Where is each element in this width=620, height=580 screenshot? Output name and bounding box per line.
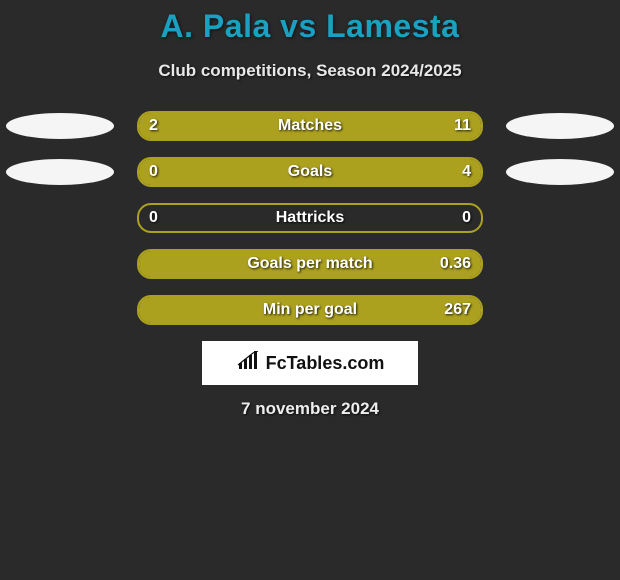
page-title: A. Pala vs Lamesta [0, 8, 620, 45]
value-right: 0.36 [440, 251, 471, 277]
stat-label: Hattricks [139, 205, 481, 231]
stat-bar: 0Hattricks0 [137, 203, 483, 233]
stat-row: 0Hattricks0 [0, 203, 620, 233]
value-right: 267 [444, 297, 471, 323]
stats-area: 2Matches110Goals40Hattricks0Goals per ma… [0, 111, 620, 325]
stat-row: 2Matches11 [0, 111, 620, 141]
player-marker-left [6, 113, 114, 139]
logo-text: FcTables.com [266, 353, 385, 374]
value-right: 4 [462, 159, 471, 185]
stat-bar: 2Matches11 [137, 111, 483, 141]
stat-bar: Goals per match0.36 [137, 249, 483, 279]
logo-box[interactable]: FcTables.com [202, 341, 418, 385]
value-right: 0 [462, 205, 471, 231]
stat-label: Min per goal [139, 297, 481, 323]
value-right: 11 [454, 113, 471, 139]
stat-bar: Min per goal267 [137, 295, 483, 325]
comparison-widget: A. Pala vs Lamesta Club competitions, Se… [0, 0, 620, 419]
date-line: 7 november 2024 [0, 399, 620, 419]
stat-row: 0Goals4 [0, 157, 620, 187]
stat-bar: 0Goals4 [137, 157, 483, 187]
subtitle: Club competitions, Season 2024/2025 [0, 61, 620, 81]
stat-label: Matches [139, 113, 481, 139]
stat-label: Goals per match [139, 251, 481, 277]
player-marker-left [6, 159, 114, 185]
player-marker-right [506, 113, 614, 139]
stat-label: Goals [139, 159, 481, 185]
chart-bar-icon [236, 351, 260, 376]
stat-row: Goals per match0.36 [0, 249, 620, 279]
player-marker-right [506, 159, 614, 185]
stat-row: Min per goal267 [0, 295, 620, 325]
